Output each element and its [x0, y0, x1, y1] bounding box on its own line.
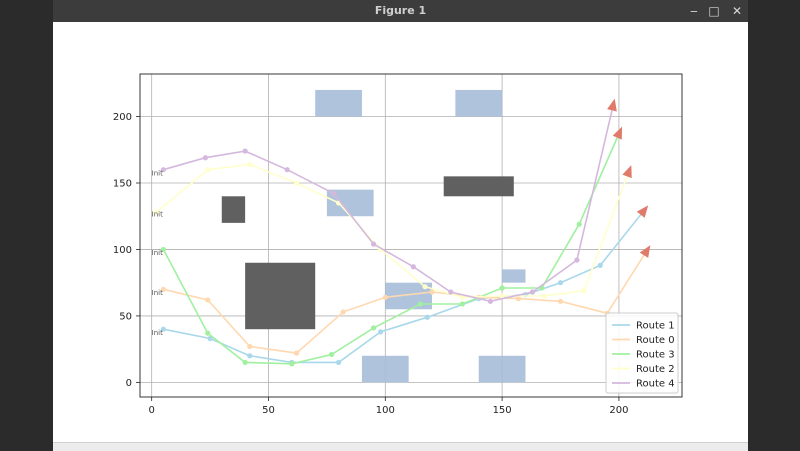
legend-label: Route 1 [636, 321, 675, 332]
legend-label: Route 0 [636, 335, 675, 346]
route-point [424, 314, 430, 320]
route-point [284, 167, 290, 173]
route-point [205, 297, 211, 303]
x-tick-label: 50 [262, 405, 275, 416]
route-point [331, 191, 337, 197]
x-tick-label: 100 [376, 405, 395, 416]
legend: Route 1 Route 0 Route 3 Route 2 Route 4 [605, 312, 679, 394]
series-route-4 [160, 98, 617, 304]
init-label: Init [152, 329, 163, 337]
route-point [459, 294, 465, 300]
init-label: Init [152, 289, 163, 297]
figure-canvas: Init Init Init Init Init 0 50 100 150 200 0 50 100 15… [53, 22, 748, 442]
y-tick-label: 200 [113, 112, 132, 123]
route-point [448, 289, 454, 295]
route-point [410, 264, 416, 270]
route-point [160, 286, 166, 292]
route-point [205, 167, 211, 173]
obstacle-dark [221, 196, 246, 223]
init-label: Init [152, 249, 163, 257]
series-route-2 [153, 161, 632, 300]
route-point [242, 148, 248, 154]
route-point [328, 351, 335, 358]
route-point [515, 296, 522, 302]
goal-marker [612, 126, 623, 140]
route-point [529, 289, 536, 295]
route-point [557, 280, 564, 286]
minimize-icon[interactable]: ‒ [690, 4, 698, 18]
init-label: Init [152, 211, 163, 219]
route-point [202, 155, 209, 161]
route-line [162, 128, 623, 365]
route-line [155, 163, 632, 299]
route-point [557, 298, 564, 304]
y-tick-label: 50 [119, 311, 132, 322]
route-line [163, 100, 616, 303]
goal-marker [607, 98, 617, 112]
route-point [293, 350, 300, 356]
route-line [163, 206, 648, 364]
plot-frame [139, 73, 683, 398]
route-point [293, 180, 300, 186]
x-tick-label: 0 [148, 405, 154, 416]
legend-label: Route 3 [636, 350, 675, 361]
x-tick-label: 150 [493, 405, 512, 416]
route-point [205, 330, 211, 336]
route-point [499, 293, 505, 299]
route-point [541, 293, 547, 299]
route-point [574, 257, 580, 263]
legend-label: Route 2 [636, 364, 675, 375]
route-chart: Init Init Init Init Init 0 50 100 150 200 0 50 100 15… [113, 73, 683, 416]
route-point [576, 221, 582, 227]
route-point [247, 353, 253, 359]
figure-toolbar [53, 442, 748, 451]
goal-marker [622, 165, 632, 179]
y-tick-label: 0 [126, 378, 132, 389]
legend-label: Route 4 [636, 379, 675, 390]
obstacle-light [361, 355, 409, 383]
obstacle-dark [443, 176, 514, 197]
route-point [422, 284, 428, 290]
obstacle-light [315, 89, 362, 117]
obstacle-light [455, 89, 503, 117]
y-tick-label: 150 [113, 178, 132, 189]
route-point [499, 285, 505, 291]
y-tick-label: 100 [113, 245, 132, 256]
maximize-icon[interactable]: □ [708, 4, 720, 18]
obstacle-light [502, 269, 526, 283]
route-point [340, 309, 346, 315]
window-titlebar: Figure 1 ‒ □ ✕ [53, 0, 748, 22]
route-point [160, 167, 166, 173]
route-point [487, 298, 494, 304]
route-point [153, 209, 159, 215]
route-point [371, 241, 377, 247]
route-line [163, 246, 650, 354]
route-point [378, 329, 384, 335]
route-point [207, 335, 213, 342]
x-tick-label: 200 [609, 405, 628, 416]
close-icon[interactable]: ✕ [731, 4, 743, 18]
route-point [597, 262, 603, 269]
route-point [160, 326, 166, 332]
route-point [371, 325, 377, 331]
legend-box [605, 312, 679, 394]
route-point [242, 359, 248, 366]
route-point [429, 289, 435, 295]
obstacle-light [478, 355, 526, 383]
route-point [459, 301, 465, 307]
route-point [247, 343, 253, 350]
route-point [289, 361, 295, 367]
window-title: Figure 1 [374, 4, 427, 17]
obstacle-dark [245, 262, 316, 330]
route-point [247, 161, 253, 167]
route-point [581, 288, 587, 294]
route-point [335, 359, 342, 366]
route-point [417, 301, 423, 307]
init-label: Init [152, 169, 163, 177]
route-point [382, 294, 388, 300]
route-point [160, 246, 166, 253]
goal-marker [636, 205, 649, 218]
goal-marker [639, 245, 651, 258]
series-route-3 [160, 126, 623, 367]
